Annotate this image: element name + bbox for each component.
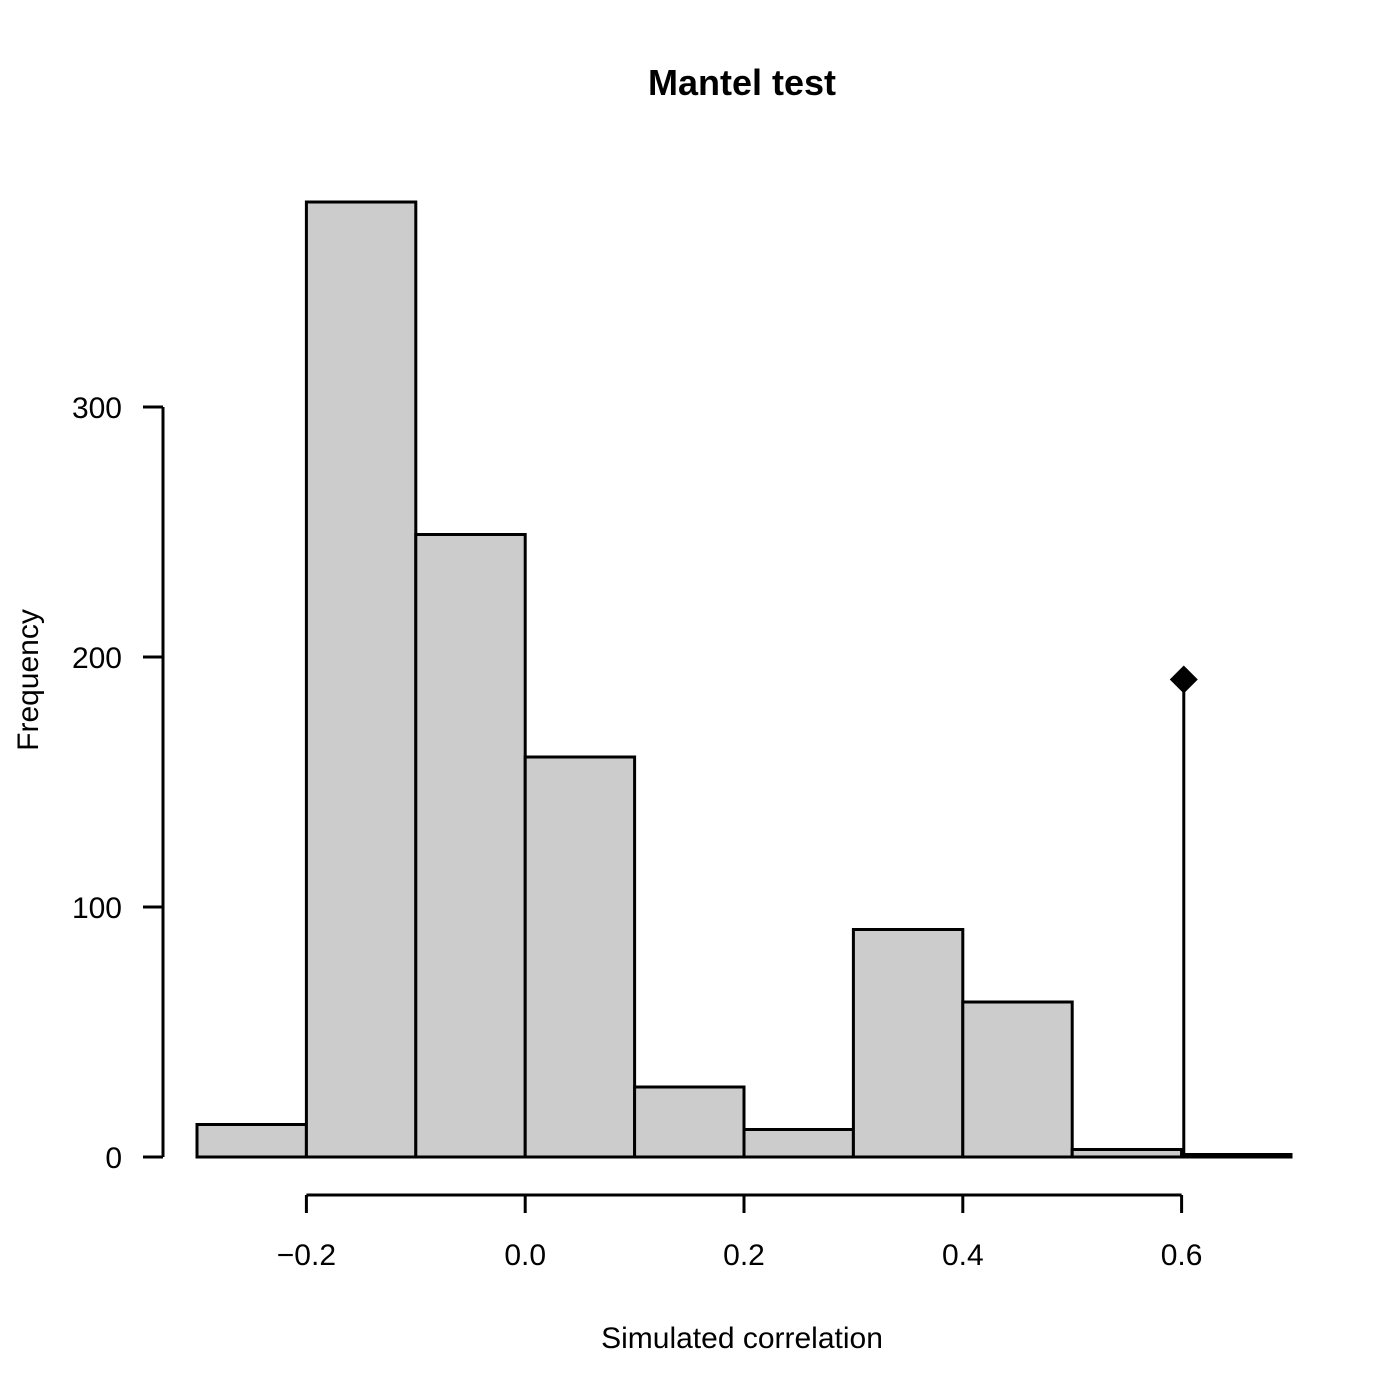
histogram-bar xyxy=(304,200,418,1159)
histogram-bar xyxy=(742,1128,855,1159)
x-axis: −0.2 0.0 0.2 0.4 0.6 xyxy=(277,1193,1203,1272)
y-tick-label: 200 xyxy=(72,642,122,675)
x-tick-label: 0.0 xyxy=(504,1239,546,1272)
bars-group xyxy=(195,200,1293,1159)
x-tick-label: −0.2 xyxy=(277,1239,336,1272)
histogram-bar xyxy=(851,928,965,1159)
histogram-bar xyxy=(523,755,637,1159)
x-tick-label: 0.2 xyxy=(723,1239,765,1272)
histogram-bar xyxy=(961,1000,1074,1159)
chart-title: Mantel test xyxy=(648,62,836,103)
y-tick-label: 300 xyxy=(72,392,122,425)
x-tick-label: 0.4 xyxy=(942,1239,984,1272)
histogram-bar xyxy=(195,1123,308,1159)
y-tick-label: 100 xyxy=(72,892,122,925)
x-tick-label: 0.6 xyxy=(1161,1239,1203,1272)
histogram-bar xyxy=(1070,1148,1184,1159)
y-tick-label: 0 xyxy=(105,1142,122,1175)
histogram-bar xyxy=(414,533,527,1159)
y-axis-label: Frequency xyxy=(12,609,45,751)
y-axis: 0 100 200 300 xyxy=(72,392,165,1175)
observed-value-diamond xyxy=(1169,665,1198,694)
histogram-bar xyxy=(1180,1153,1293,1159)
histogram-bar xyxy=(633,1085,746,1159)
observed-value-marker-group xyxy=(1169,665,1198,1157)
x-axis-label: Simulated correlation xyxy=(601,1322,883,1355)
